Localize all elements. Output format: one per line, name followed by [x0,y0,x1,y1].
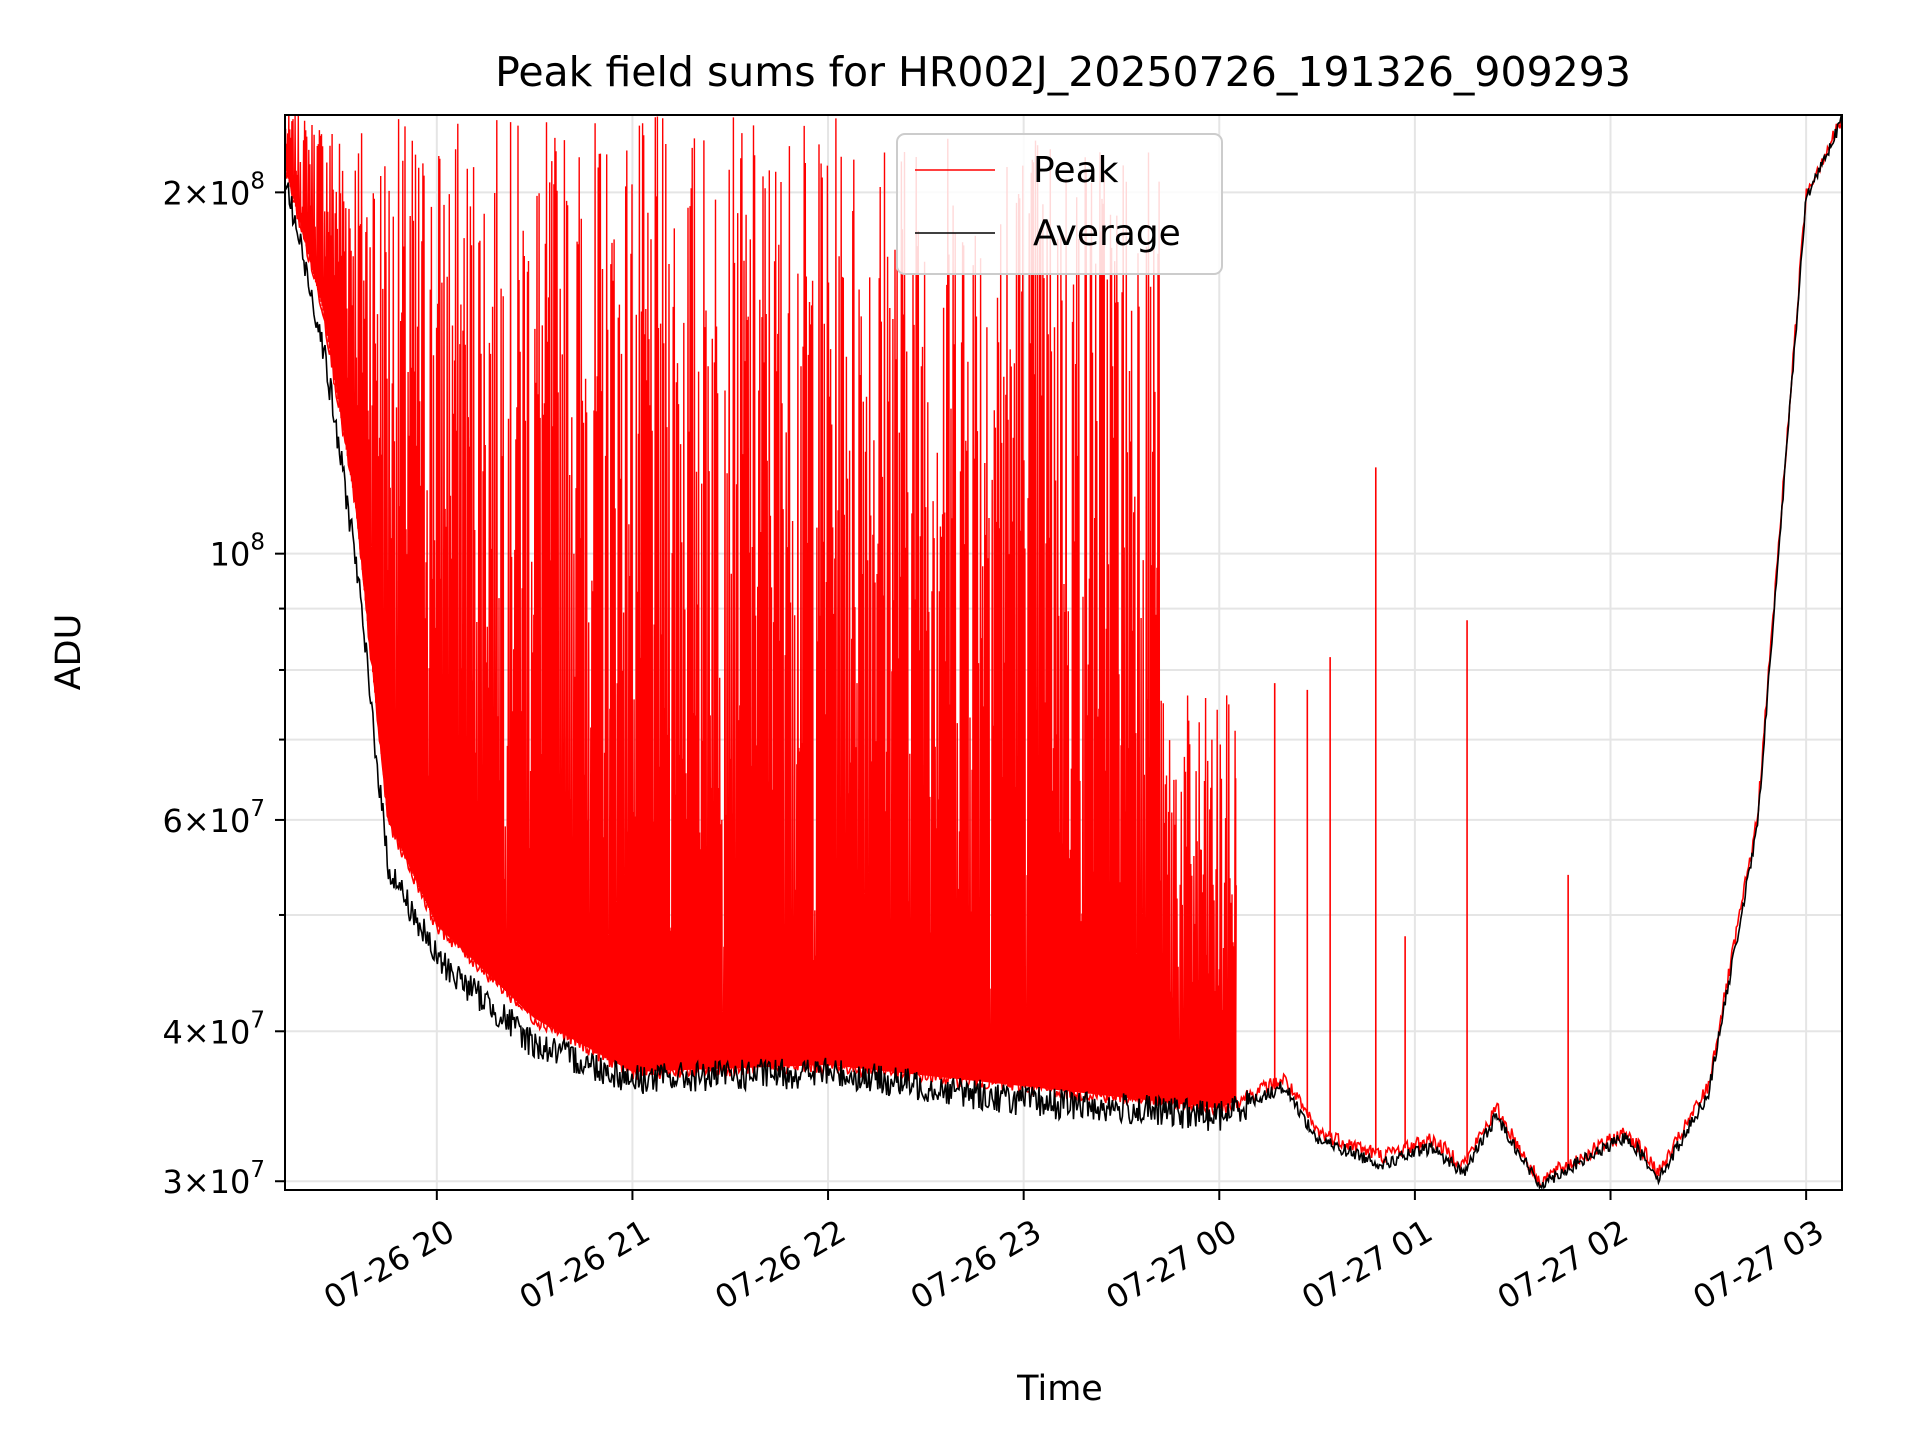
y-tick-mantissa: 3× [162,1163,209,1201]
y-tick-base: 10 [210,802,251,840]
chart-title: Peak field sums for HR002J_20250726_1913… [495,48,1631,96]
y-tick-label: 3×107 [162,1157,265,1201]
y-tick-exponent: 7 [250,1157,265,1183]
y-tick-exponent: 7 [250,1007,265,1033]
y-tick-label: 4×107 [162,1007,265,1051]
legend-label-peak: Peak [1033,150,1119,191]
y-tick-label: 6×107 [162,796,265,840]
series-average-line [285,115,1842,1190]
y-tick-base: 10 [210,1013,251,1051]
peak-noise-band [285,115,1237,1109]
y-axis-label: ADU [49,614,89,691]
y-tick-base: 10 [210,1163,251,1201]
y-tick-base: 10 [210,536,251,574]
y-tick-label: 108 [210,530,265,574]
y-tick-exponent: 8 [250,168,265,194]
y-tick-mantissa: 2× [162,174,209,212]
y-tick-mantissa: 4× [162,1013,209,1051]
series-layer [285,115,1842,1190]
series-peak-line [285,115,1842,1189]
y-tick-exponent: 7 [250,796,265,822]
legend-box [896,133,1223,275]
x-axis-label: Time [1016,1369,1103,1409]
y-tick-base: 10 [210,174,251,212]
y-tick-mantissa: 6× [162,802,209,840]
legend: Peak Average [896,133,1223,275]
peak-noise-path [285,115,1237,1109]
y-tick-label: 2×108 [162,168,265,212]
legend-label-average: Average [1033,213,1181,254]
plot-frame [284,114,1843,1191]
y-tick-exponent: 8 [250,530,265,556]
